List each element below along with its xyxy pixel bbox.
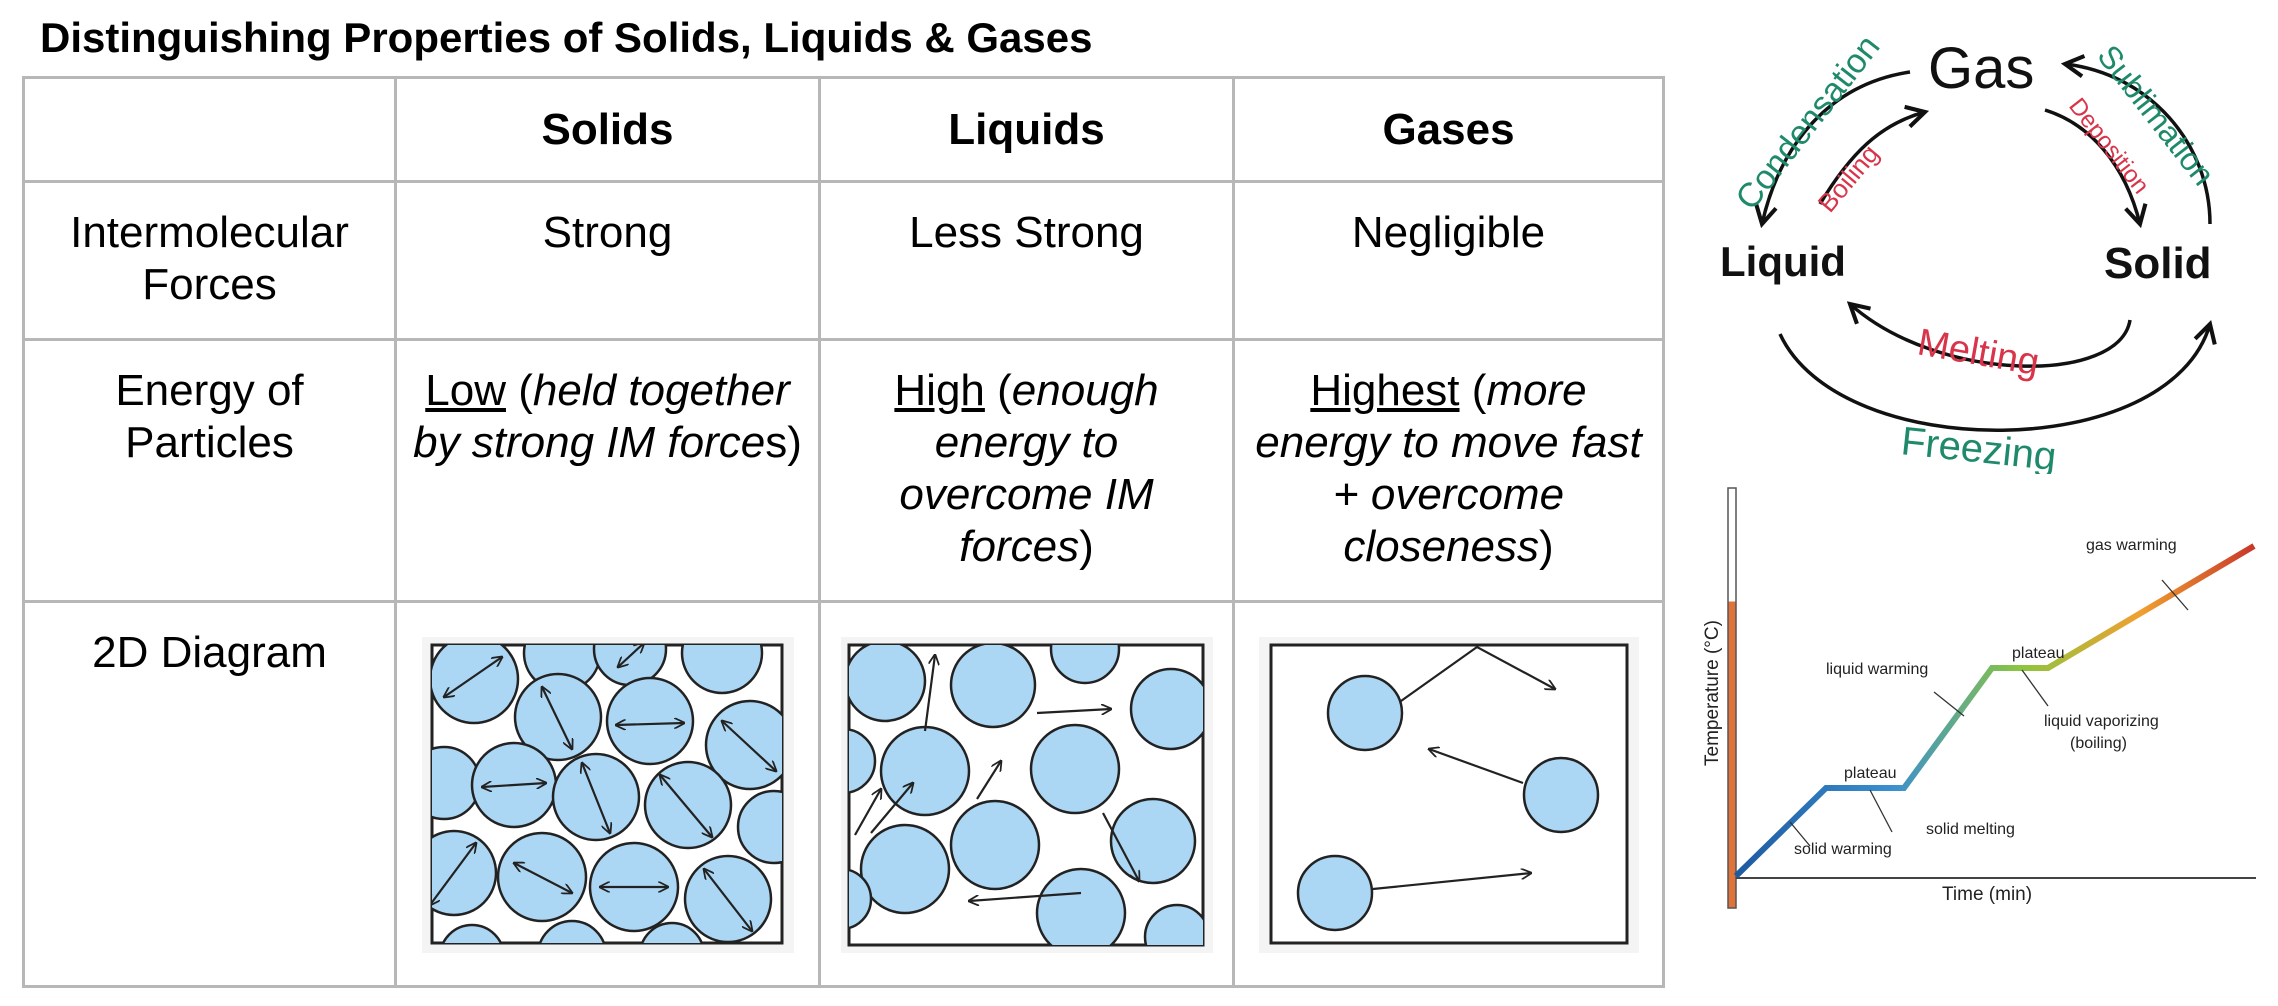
label-liquid-vaporizing: liquid vaporizing — [2044, 713, 2159, 730]
state-solid: Solid — [2104, 239, 2212, 288]
energy-solids: Low (held together by strong IM forces) — [394, 338, 821, 603]
header-solids: Solids — [394, 76, 821, 183]
freezing-arrow — [1778, 324, 2210, 432]
header-liquids: Liquids — [818, 76, 1235, 183]
gas-diagram-cell — [1232, 600, 1665, 988]
label-plateau-2: plateau — [2012, 645, 2065, 662]
label-liquid-warming: liquid warming — [1826, 661, 1928, 678]
gas-particle-diagram — [1258, 637, 1639, 953]
heating-curve-line — [1733, 543, 2256, 879]
sublimation-arrow — [2065, 64, 2212, 225]
liquid-particle-diagram — [840, 637, 1213, 953]
energy-liquids-note: enough energy to overcome IM forces — [899, 366, 1159, 571]
header-empty — [22, 76, 397, 183]
energy-gases: Highest (more energy to move fast + over… — [1232, 338, 1665, 603]
state-gas: Gas — [1928, 36, 2034, 101]
diagram-row: 2D Diagram — [22, 600, 1665, 988]
solid-particle-diagram — [421, 637, 794, 953]
heating-curve-chart: solid warming plateau solid melting liqu… — [1702, 487, 2256, 909]
forces-solids: Strong — [394, 180, 821, 341]
energy-row: Energy of Particles Low (held together b… — [22, 338, 1665, 603]
forces-label: Intermolecular Forces — [22, 180, 397, 341]
label-boiling: (boiling) — [2070, 735, 2127, 752]
energy-gases-level: Highest — [1310, 366, 1460, 415]
forces-gases: Negligible — [1232, 180, 1665, 341]
label-gas-warming: gas warming — [2086, 537, 2177, 554]
label-boiling: Boiling — [1812, 139, 1885, 218]
phase-cycle-diagram: Gas Liquid Solid Condensation Boiling Su… — [1720, 28, 2222, 474]
state-liquid: Liquid — [1720, 238, 1846, 285]
boiling-arrow — [1818, 112, 1925, 205]
forces-liquids: Less Strong — [818, 180, 1235, 341]
properties-table: Solids Liquids Gases Intermolecular Forc… — [22, 76, 1665, 988]
forces-row: Intermolecular Forces Strong Less Strong… — [22, 180, 1665, 341]
label-condensation: Condensation — [1728, 28, 1887, 217]
energy-label: Energy of Particles — [22, 338, 397, 603]
x-axis-label: Time (min) — [1942, 884, 2032, 905]
energy-solids-note: held together by strong IM force — [413, 366, 790, 467]
y-axis-label: Temperature (°C) — [1702, 620, 1723, 766]
energy-solids-level: Low — [425, 366, 506, 415]
label-solid-melting: solid melting — [1926, 821, 2015, 838]
solid-diagram-cell — [394, 600, 821, 988]
energy-liquids: High (enough energy to overcome IM force… — [818, 338, 1235, 603]
energy-liquids-level: High — [894, 366, 985, 415]
label-plateau-1: plateau — [1844, 765, 1897, 782]
header-gases: Gases — [1232, 76, 1665, 183]
liquid-diagram-cell — [818, 600, 1235, 988]
page-title: Distinguishing Properties of Solids, Liq… — [40, 14, 1093, 61]
diagram-label: 2D Diagram — [22, 600, 397, 988]
thermometer-bar — [1727, 487, 1737, 909]
label-melting: Melting — [1914, 322, 2042, 385]
header-row: Solids Liquids Gases — [22, 76, 1665, 183]
deposition-arrow — [2044, 108, 2140, 224]
label-solid-warming: solid warming — [1794, 841, 1892, 858]
annotation-leaders — [1789, 579, 2189, 847]
melting-arrow — [1850, 304, 2132, 368]
condensation-arrow — [1762, 70, 1911, 224]
energy-gases-note: more energy to move fast + overcome clos… — [1255, 366, 1642, 571]
